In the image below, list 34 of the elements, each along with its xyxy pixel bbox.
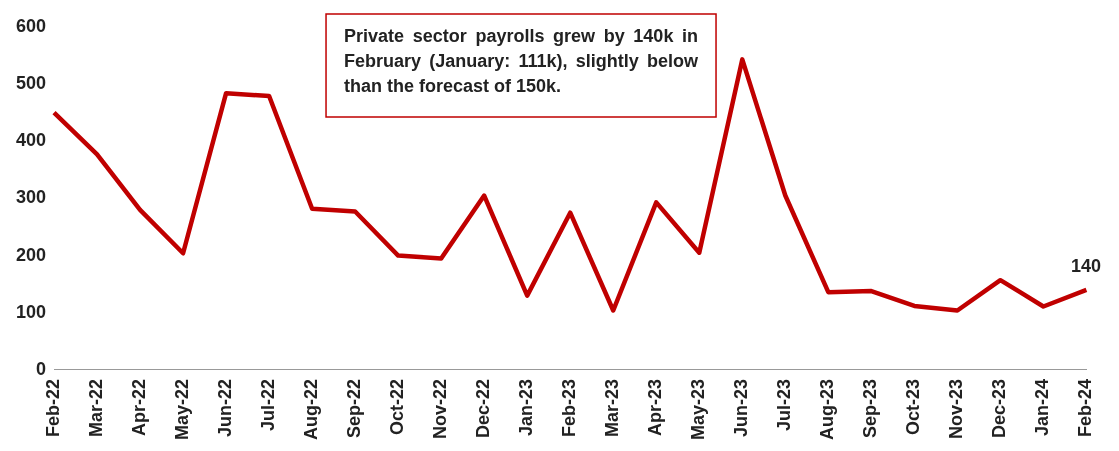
y-tick-label: 0 [36,358,47,379]
x-tick-label: Aug-23 [817,378,838,440]
x-tick-label: Feb-24 [1075,378,1096,437]
y-tick-label: 400 [15,130,47,151]
x-tick-label: May-23 [688,378,709,440]
data-label: 140 [1070,255,1102,276]
x-tick-label: Mar-23 [602,378,623,437]
x-tick-label: Jun-23 [731,378,752,437]
x-tick-label: Mar-22 [86,378,107,437]
x-tick-label: May-22 [172,378,193,440]
y-tick-label: 600 [15,15,47,36]
y-tick-label: 200 [15,244,47,265]
x-tick-label: Jul-22 [258,378,279,431]
y-tick-label: 500 [15,72,47,93]
x-tick-label: Sep-22 [344,378,365,438]
x-tick-label: Nov-22 [430,378,451,439]
x-tick-label: Apr-23 [645,378,666,436]
x-tick-label: Aug-22 [301,378,322,440]
x-tick-label: Oct-22 [387,378,408,435]
x-tick-label: Jul-23 [774,378,795,431]
x-tick-label: Dec-22 [473,378,494,439]
x-tick-label: Nov-23 [946,378,967,439]
y-tick-label: 100 [15,301,47,322]
x-tick-label: Dec-23 [989,378,1010,439]
x-tick-label: Sep-23 [860,378,881,438]
x-tick-label: Feb-22 [43,378,63,437]
x-tick-label: Jan-23 [516,378,537,437]
text: Private sector payrolls grew by 140k in February (January: 111k), slightly below than the forecast of 150k. [344,25,699,96]
y-tick-label: 300 [15,187,47,208]
x-tick-label: Apr-22 [129,378,150,436]
x-tick-label: Jan-24 [1032,378,1053,437]
x-tick-label: Feb-23 [559,378,580,437]
x-tick-label: Oct-23 [903,378,924,435]
x-tick-label: Jun-22 [215,378,236,437]
